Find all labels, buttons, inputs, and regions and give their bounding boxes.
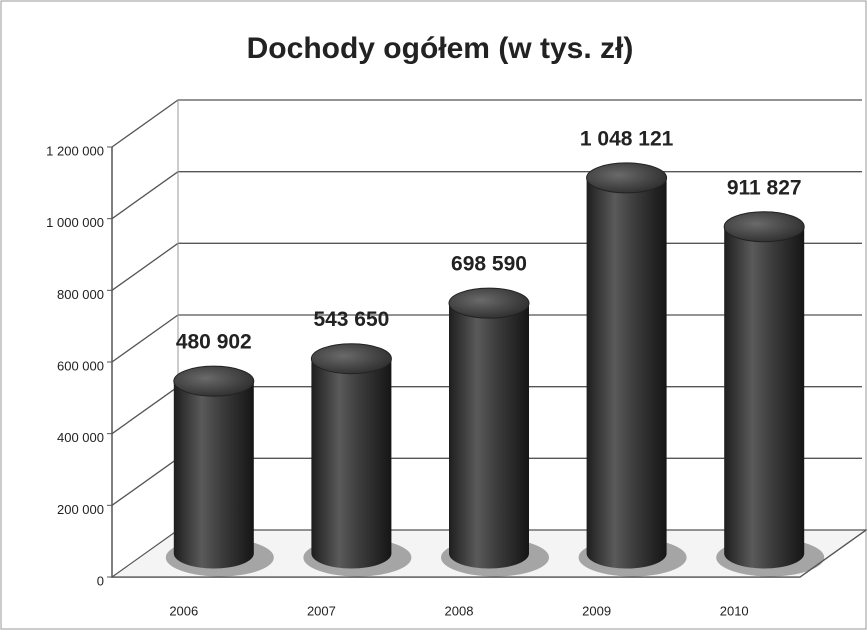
x-tick-label: 2007 [307, 603, 336, 618]
y-tick-label: 400 000 [57, 430, 104, 445]
value-label: 543 650 [313, 308, 389, 331]
value-label: 698 590 [451, 253, 527, 276]
value-label: 911 827 [727, 176, 802, 199]
bar-top [310, 343, 392, 375]
x-tick-label: 2010 [720, 603, 749, 618]
y-tick-label: 0 [97, 573, 104, 588]
bar-top [586, 162, 668, 194]
bar-top [173, 365, 255, 397]
bar [449, 303, 529, 569]
y-tick-label: 800 000 [57, 287, 104, 302]
y-tick-label: 1 200 000 [46, 143, 104, 158]
bar [173, 381, 254, 569]
x-tick-label: 2009 [582, 603, 611, 618]
bar [724, 226, 805, 569]
y-tick-label: 1 000 000 [46, 215, 104, 230]
y-tick-label: 600 000 [57, 358, 104, 373]
x-tick-label: 2006 [169, 603, 198, 618]
value-label: 1 048 121 [580, 127, 674, 150]
bar-top [723, 211, 805, 243]
x-tick-label: 2008 [445, 603, 474, 618]
bar [586, 177, 667, 569]
chart-title: Dochody ogółem (w tys. zł) [247, 32, 634, 65]
bar-top [448, 287, 530, 319]
y-tick-label: 200 000 [57, 502, 104, 517]
value-label: 480 902 [176, 331, 252, 354]
bar [311, 358, 392, 569]
